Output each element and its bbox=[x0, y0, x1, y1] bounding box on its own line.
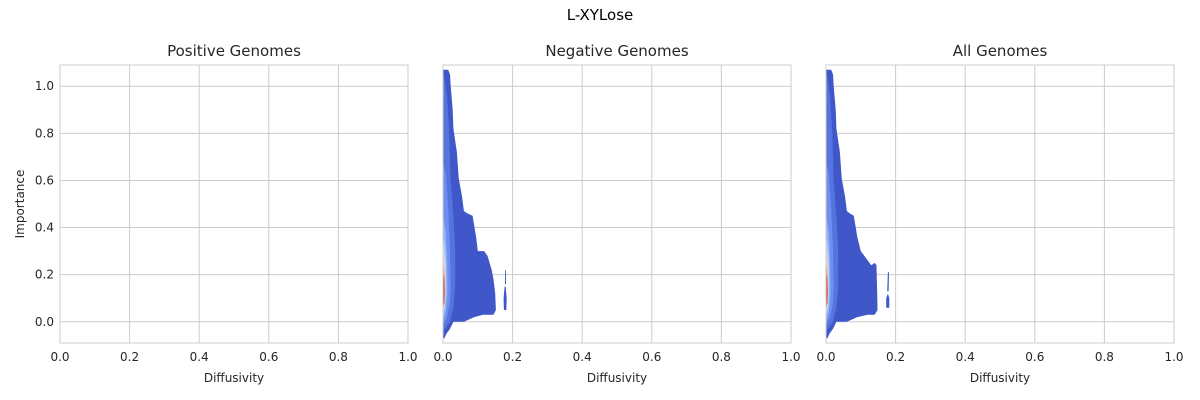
panel-3: 0.0 0.2 0.4 0.6 0.8 1.0 All Genomes Diffusivity bbox=[816, 42, 1183, 385]
x-tick-label: 0.0 bbox=[433, 350, 452, 364]
x-tick-label: 0.4 bbox=[573, 350, 592, 364]
density-contours bbox=[443, 69, 507, 339]
y-tick-label: 1.0 bbox=[35, 79, 54, 93]
figure-title: L-XYLose bbox=[567, 6, 634, 24]
x-tick-label: 0.4 bbox=[190, 350, 209, 364]
y-axis-label: Importance bbox=[13, 170, 27, 239]
y-tick-label: 0.8 bbox=[35, 126, 54, 140]
panels: 0.0 0.2 0.4 0.6 0.8 1.0 0.0 0.2 0.4 0.6 0.8 1.0 Posi… bbox=[13, 42, 1184, 385]
density-level-1 bbox=[826, 69, 878, 339]
x-tick-label: 1.0 bbox=[398, 350, 417, 364]
x-tick-label: 0.2 bbox=[120, 350, 139, 364]
panel-2: 0.0 0.2 0.4 0.6 0.8 1.0 Negative Genomes Diffus… bbox=[433, 42, 800, 385]
plot-area bbox=[826, 65, 1174, 343]
density-contours bbox=[826, 69, 890, 339]
y-tick-label: 0.6 bbox=[35, 173, 54, 187]
y-tick-label: 0.4 bbox=[35, 221, 54, 235]
plot-frame bbox=[59, 64, 409, 344]
x-tick-label: 0.2 bbox=[886, 350, 905, 364]
x-tick-label: 0.8 bbox=[712, 350, 731, 364]
x-axis-label: Diffusivity bbox=[587, 371, 647, 385]
x-tick-label: 0.6 bbox=[1025, 350, 1044, 364]
density-level-1 bbox=[886, 293, 890, 308]
x-tick-label: 1.0 bbox=[781, 350, 800, 364]
plot-area bbox=[443, 65, 791, 343]
plot-frame bbox=[825, 64, 1175, 344]
density-level-1 bbox=[887, 272, 889, 292]
panel-1: 0.0 0.2 0.4 0.6 0.8 1.0 0.0 0.2 0.4 0.6 0.8 1.0 Posi… bbox=[13, 42, 418, 385]
x-tick-label: 0.8 bbox=[1095, 350, 1114, 364]
density-level-1 bbox=[443, 69, 496, 339]
density-level-1 bbox=[504, 270, 506, 285]
panel-title: All Genomes bbox=[953, 42, 1048, 60]
x-tick-label: 0.6 bbox=[642, 350, 661, 364]
plot-frame bbox=[442, 64, 792, 344]
plot-area bbox=[60, 65, 408, 343]
panel-title: Positive Genomes bbox=[167, 42, 301, 60]
x-tick-label: 0.6 bbox=[259, 350, 278, 364]
x-tick-label: 0.4 bbox=[956, 350, 975, 364]
x-tick-label: 0.2 bbox=[503, 350, 522, 364]
y-tick-label: 0.2 bbox=[35, 268, 54, 282]
x-axis-label: Diffusivity bbox=[204, 371, 264, 385]
x-tick-label: 0.8 bbox=[329, 350, 348, 364]
x-tick-label: 0.0 bbox=[50, 350, 69, 364]
x-tick-label: 1.0 bbox=[1164, 350, 1183, 364]
x-axis-label: Diffusivity bbox=[970, 371, 1030, 385]
y-tick-label: 0.0 bbox=[35, 315, 54, 329]
density-level-1 bbox=[503, 286, 507, 310]
panel-title: Negative Genomes bbox=[545, 42, 688, 60]
x-tick-label: 0.0 bbox=[816, 350, 835, 364]
